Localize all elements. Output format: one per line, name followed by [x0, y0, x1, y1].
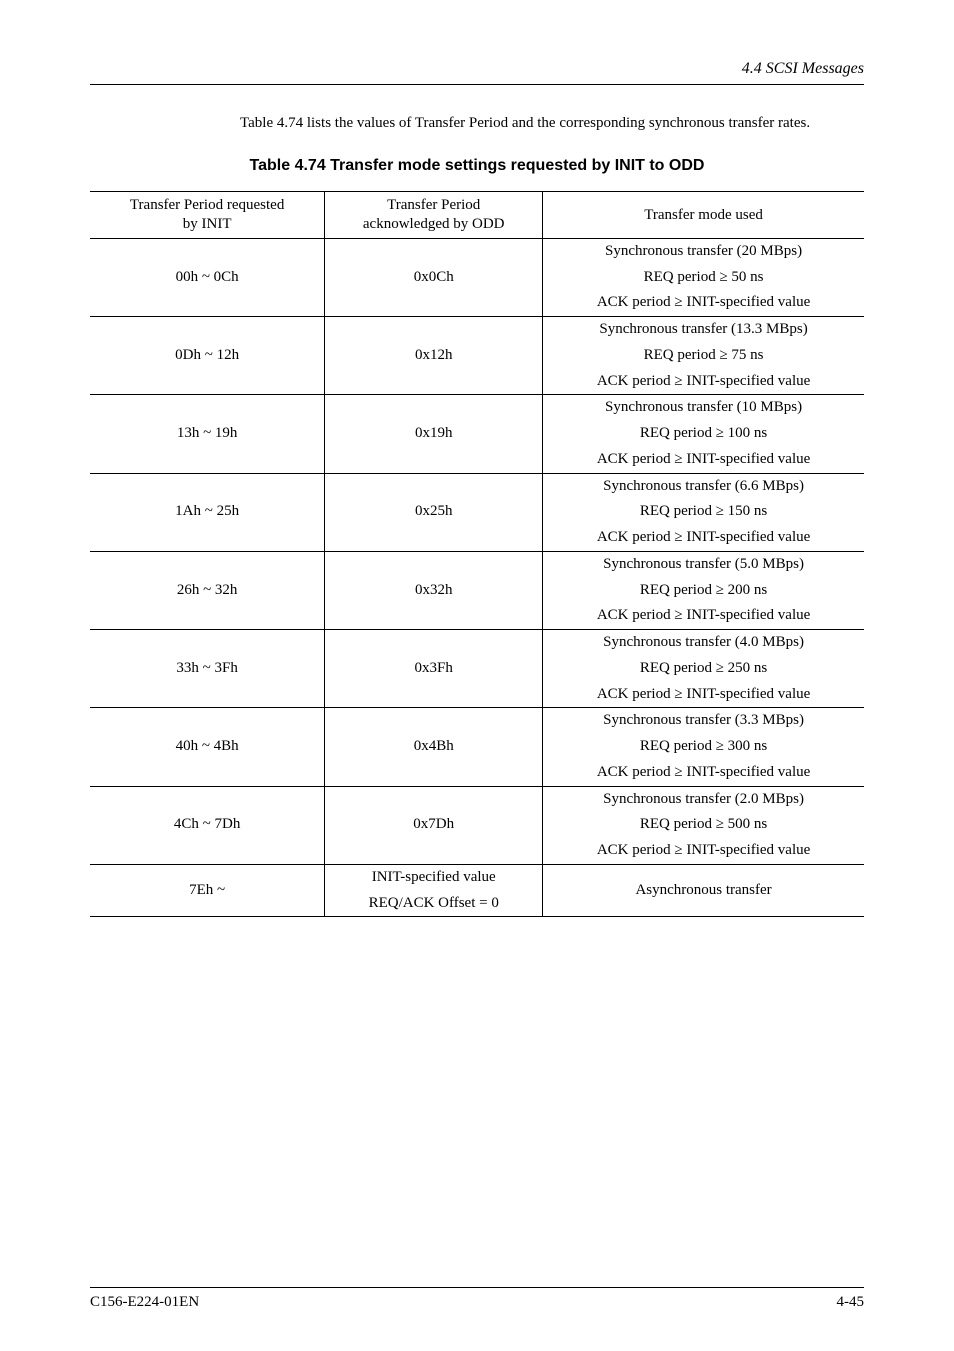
col3-header: Transfer mode used — [543, 192, 864, 239]
table-row: 13h ~ 19h0x19hSynchronous transfer (10 M… — [90, 395, 864, 421]
cell-transfer-mode-line: REQ period ≥ 250 ns — [543, 656, 864, 682]
table-row: 26h ~ 32h0x32hSynchronous transfer (5.0 … — [90, 551, 864, 577]
cell-transfer-period-acknowledged: 0x12h — [325, 317, 543, 395]
cell-transfer-period-acknowledged: 0x19h — [325, 395, 543, 473]
section-title: 4.4 SCSI Messages — [742, 60, 864, 77]
cell-transfer-mode-line: ACK period ≥ INIT-specified value — [543, 838, 864, 864]
col2-header-l1: Transfer Period — [387, 197, 480, 213]
col2-header-l2: acknowledged by ODD — [363, 216, 505, 232]
cell-transfer-period-acknowledged: 0x3Fh — [325, 630, 543, 708]
cell-transfer-mode-line: REQ period ≥ 100 ns — [543, 421, 864, 447]
table-row: 00h ~ 0Ch0x0ChSynchronous transfer (20 M… — [90, 238, 864, 264]
cell-transfer-period-requested: 4Ch ~ 7Dh — [90, 786, 325, 864]
table-caption: Table 4.74 Transfer mode settings reques… — [90, 157, 864, 175]
table-row: 0Dh ~ 12h0x12hSynchronous transfer (13.3… — [90, 317, 864, 343]
col1-header: Transfer Period requested by INIT — [90, 192, 325, 239]
table-row: 4Ch ~ 7Dh0x7DhSynchronous transfer (2.0 … — [90, 786, 864, 812]
cell-transfer-mode-line: ACK period ≥ INIT-specified value — [543, 447, 864, 473]
cell-transfer-mode-line: Synchronous transfer (10 MBps) — [543, 395, 864, 421]
cell-transfer-period-requested: 13h ~ 19h — [90, 395, 325, 473]
cell-transfer-period-acknowledged: 0x7Dh — [325, 786, 543, 864]
cell-transfer-mode-line: REQ period ≥ 150 ns — [543, 499, 864, 525]
cell-transfer-mode-line: ACK period ≥ INIT-specified value — [543, 290, 864, 316]
cell-transfer-period-requested: 33h ~ 3Fh — [90, 630, 325, 708]
cell-transfer-mode-line: REQ period ≥ 500 ns — [543, 812, 864, 838]
cell-transfer-mode-line: ACK period ≥ INIT-specified value — [543, 682, 864, 708]
cell-transfer-period-requested: 40h ~ 4Bh — [90, 708, 325, 786]
cell-transfer-period-acknowledged: 0x0Ch — [325, 238, 543, 316]
cell-transfer-period-requested: 1Ah ~ 25h — [90, 473, 325, 551]
col1-header-l1: Transfer Period requested — [130, 197, 284, 213]
cell-transfer-mode-line: Synchronous transfer (20 MBps) — [543, 238, 864, 264]
cell-transfer-mode-line: Synchronous transfer (6.6 MBps) — [543, 473, 864, 499]
table-row: 40h ~ 4Bh0x4BhSynchronous transfer (3.3 … — [90, 708, 864, 734]
table-header-row: Transfer Period requested by INIT Transf… — [90, 192, 864, 239]
cell-transfer-mode-line: REQ period ≥ 50 ns — [543, 265, 864, 291]
cell-transfer-mode-line: ACK period ≥ INIT-specified value — [543, 603, 864, 629]
cell-transfer-period-acknowledged: INIT-specified value — [325, 864, 543, 890]
table-row: 1Ah ~ 25h0x25hSynchronous transfer (6.6 … — [90, 473, 864, 499]
cell-transfer-period-acknowledged: 0x4Bh — [325, 708, 543, 786]
intro-paragraph: Table 4.74 lists the values of Transfer … — [240, 113, 854, 133]
cell-transfer-mode-line: Synchronous transfer (13.3 MBps) — [543, 317, 864, 343]
cell-transfer-mode-line: Synchronous transfer (3.3 MBps) — [543, 708, 864, 734]
transfer-mode-table: Transfer Period requested by INIT Transf… — [90, 191, 864, 917]
cell-transfer-period-acknowledged: 0x32h — [325, 551, 543, 629]
cell-transfer-mode-line: REQ period ≥ 300 ns — [543, 734, 864, 760]
page-footer: C156-E224-01EN 4-45 — [90, 1287, 864, 1311]
col2-header: Transfer Period acknowledged by ODD — [325, 192, 543, 239]
footer-left: C156-E224-01EN — [90, 1294, 199, 1311]
cell-transfer-period-requested: 7Eh ~ — [90, 864, 325, 917]
cell-transfer-mode-line: ACK period ≥ INIT-specified value — [543, 760, 864, 786]
cell-transfer-mode-line: REQ period ≥ 75 ns — [543, 343, 864, 369]
cell-transfer-mode: Asynchronous transfer — [543, 864, 864, 917]
cell-transfer-mode-line: ACK period ≥ INIT-specified value — [543, 525, 864, 551]
cell-transfer-period-requested: 00h ~ 0Ch — [90, 238, 325, 316]
cell-transfer-period-requested: 0Dh ~ 12h — [90, 317, 325, 395]
cell-transfer-mode-line: Synchronous transfer (5.0 MBps) — [543, 551, 864, 577]
cell-transfer-mode-line: REQ period ≥ 200 ns — [543, 578, 864, 604]
cell-transfer-mode-line: Synchronous transfer (4.0 MBps) — [543, 630, 864, 656]
table-row: 33h ~ 3Fh0x3FhSynchronous transfer (4.0 … — [90, 630, 864, 656]
cell-transfer-mode-line: Synchronous transfer (2.0 MBps) — [543, 786, 864, 812]
col1-header-l2: by INIT — [183, 216, 232, 232]
page-header: 4.4 SCSI Messages — [90, 60, 864, 85]
cell-transfer-period-requested: 26h ~ 32h — [90, 551, 325, 629]
cell-transfer-period-acknowledged: 0x25h — [325, 473, 543, 551]
cell-transfer-period-acknowledged: REQ/ACK Offset = 0 — [325, 891, 543, 917]
cell-transfer-mode-line: ACK period ≥ INIT-specified value — [543, 369, 864, 395]
table-row: 7Eh ~INIT-specified valueAsynchronous tr… — [90, 864, 864, 890]
footer-right: 4-45 — [837, 1294, 865, 1311]
